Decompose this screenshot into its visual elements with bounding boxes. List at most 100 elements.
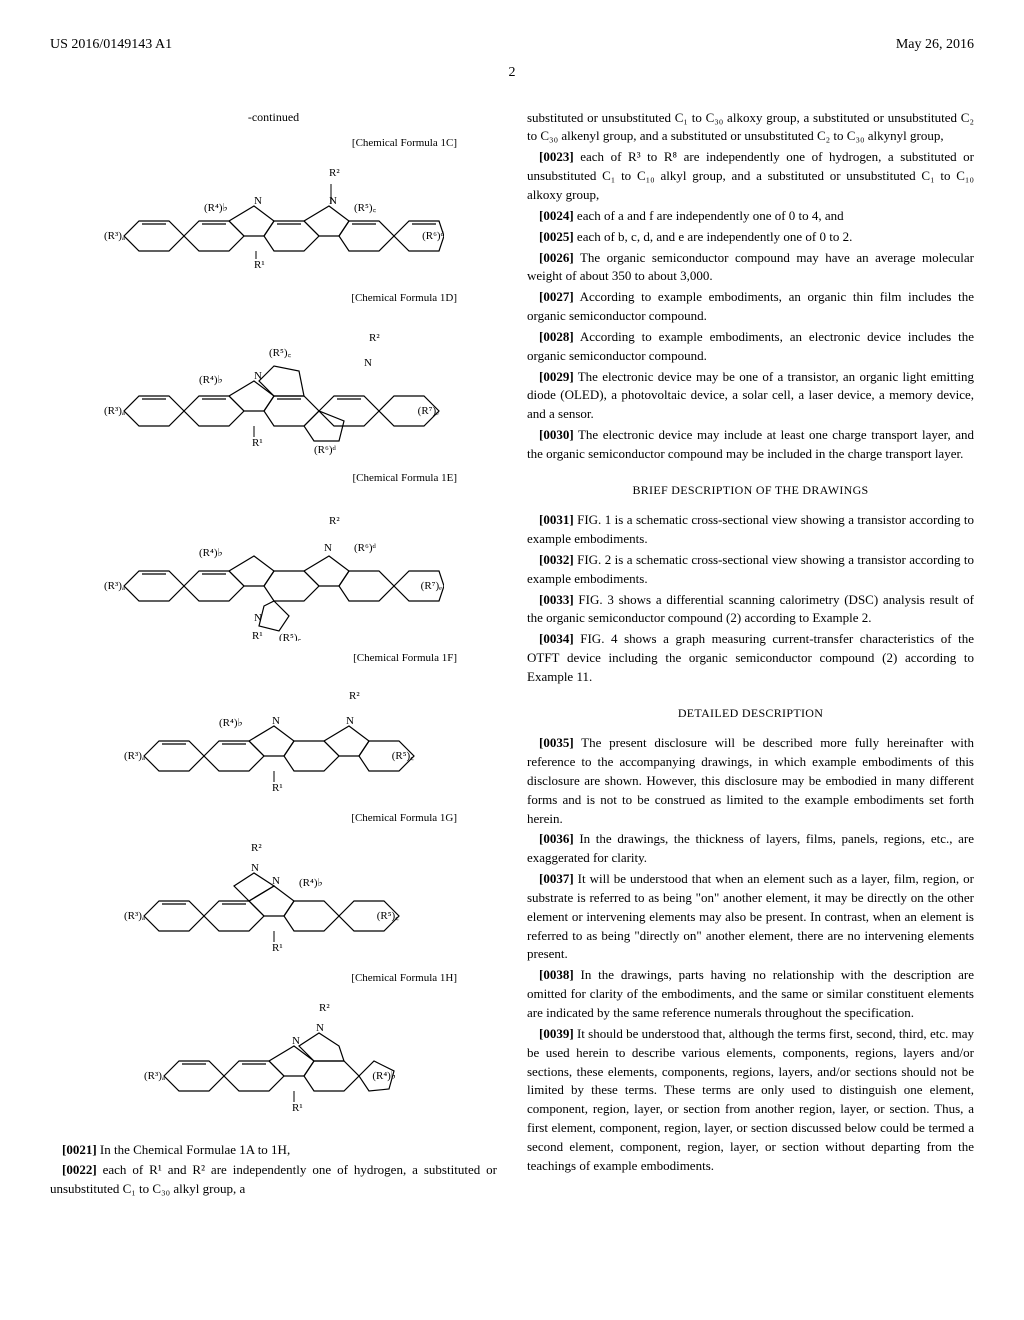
para-0033-text: FIG. 3 shows a differential scanning cal…	[527, 592, 974, 626]
svg-text:(R⁵)꜀: (R⁵)꜀	[279, 632, 301, 641]
para-0030-num: [0030]	[539, 427, 574, 442]
svg-text:(R⁵)꜀: (R⁵)꜀	[376, 910, 398, 922]
formula-1e-structure: N N R² R¹ (R³)ₐ (R⁴)♭ (R⁵)꜀ (R⁶)ᵈ (R⁷)ₑ	[104, 491, 444, 641]
para-0022: [0022] each of R¹ and R² are independent…	[50, 1161, 497, 1199]
para-0036-num: [0036]	[539, 831, 574, 846]
page-number: 2	[50, 63, 974, 83]
svg-text:(R⁷)ₑ: (R⁷)ₑ	[417, 405, 438, 417]
para-0031: [0031] FIG. 1 is a schematic cross-secti…	[527, 511, 974, 549]
svg-text:(R⁵)꜀: (R⁵)꜀	[391, 750, 413, 762]
svg-text:R²: R²	[349, 690, 360, 702]
page-header: US 2016/0149143 A1 May 26, 2016	[50, 35, 974, 55]
para-0021-num: [0021]	[62, 1142, 97, 1157]
continued-label: -continued	[248, 109, 299, 126]
para-0035-num: [0035]	[539, 735, 574, 750]
para-0035: [0035] The present disclosure will be de…	[527, 734, 974, 828]
formula-1d-label: [Chemical Formula 1D]	[50, 291, 497, 307]
para-0029-text: The electronic device may be one of a tr…	[527, 369, 974, 422]
para-0037-num: [0037]	[539, 871, 574, 886]
svg-text:N: N	[254, 370, 262, 382]
svg-text:(R³)ₐ: (R³)ₐ	[124, 910, 145, 922]
para-0036-text: In the drawings, the thickness of layers…	[527, 831, 974, 865]
svg-text:(R⁶)ᵈ: (R⁶)ᵈ	[422, 230, 444, 242]
svg-text:R²: R²	[329, 515, 340, 527]
svg-text:N: N	[272, 875, 280, 887]
left-column: -continued [Chemical Formula 1C] N N	[50, 109, 497, 1202]
para-0038-num: [0038]	[539, 967, 574, 982]
svg-text:(R⁴)♭: (R⁴)♭	[199, 547, 223, 559]
para-0028-num: [0028]	[539, 329, 574, 344]
para-0039-text: It should be understood that, although t…	[527, 1026, 974, 1173]
formula-1h-structure: NN R¹R² (R³)ₐ(R⁴)♭	[144, 991, 404, 1121]
svg-text:R¹: R¹	[252, 630, 263, 641]
svg-text:N: N	[346, 715, 354, 727]
svg-text:R¹: R¹	[272, 942, 283, 954]
para-0026-num: [0026]	[539, 250, 574, 265]
para-0031-text: FIG. 1 is a schematic cross-sectional vi…	[527, 512, 974, 546]
svg-text:(R⁴)♭: (R⁴)♭	[372, 1070, 396, 1082]
right-column: substituted or unsubstituted C₁ to C₃₀ a…	[527, 109, 974, 1202]
para-0029-num: [0029]	[539, 369, 574, 384]
svg-text:N: N	[316, 1022, 324, 1034]
svg-text:(R⁵)꜀: (R⁵)꜀	[269, 347, 291, 359]
svg-text:N: N	[272, 715, 280, 727]
para-0034-text: FIG. 4 shows a graph measuring current-t…	[527, 631, 974, 684]
svg-text:(R³)ₐ: (R³)ₐ	[104, 230, 125, 242]
svg-text:N: N	[292, 1035, 300, 1047]
section-drawings-title: BRIEF DESCRIPTION OF THE DRAWINGS	[527, 482, 974, 499]
svg-text:(R⁴)♭: (R⁴)♭	[204, 202, 228, 214]
para-0023-text: each of R³ to R⁸ are independently one o…	[527, 149, 974, 202]
formula-1c-label: [Chemical Formula 1C]	[50, 136, 497, 152]
svg-text:R¹: R¹	[272, 782, 283, 794]
formula-1d-structure: NN R¹R² (R³)ₐ(R⁴)♭ (R⁵)꜀(R⁶)ᵈ (R⁷)ₑ	[104, 311, 444, 461]
formula-1h-label: [Chemical Formula 1H]	[50, 971, 497, 987]
svg-text:(R³)ₐ: (R³)ₐ	[144, 1070, 165, 1082]
para-0021: [0021] In the Chemical Formulae 1A to 1H…	[50, 1141, 497, 1160]
para-0025-num: [0025]	[539, 229, 574, 244]
formula-1g-structure: NN R¹R² (R³)ₐ(R⁴)♭ (R⁵)꜀	[124, 831, 424, 961]
para-0026-text: The organic semiconductor compound may h…	[527, 250, 974, 284]
para-0038-text: In the drawings, parts having no relatio…	[527, 967, 974, 1020]
svg-text:R²: R²	[369, 332, 380, 344]
para-0033: [0033] FIG. 3 shows a differential scann…	[527, 591, 974, 629]
para-0036: [0036] In the drawings, the thickness of…	[527, 830, 974, 868]
para-0028: [0028] According to example embodiments,…	[527, 328, 974, 366]
para-0026: [0026] The organic semiconductor compoun…	[527, 249, 974, 287]
para-0037-text: It will be understood that when an eleme…	[527, 871, 974, 961]
para-0021-text: In the Chemical Formulae 1A to 1H,	[100, 1142, 290, 1157]
para-0031-num: [0031]	[539, 512, 574, 527]
svg-text:N: N	[254, 612, 262, 624]
svg-text:N: N	[329, 195, 337, 207]
svg-text:R¹: R¹	[252, 437, 263, 449]
para-intro: substituted or unsubstituted C₁ to C₃₀ a…	[527, 109, 974, 147]
svg-text:N: N	[254, 195, 262, 207]
formula-1e-label: [Chemical Formula 1E]	[50, 471, 497, 487]
svg-text:R²: R²	[329, 167, 340, 179]
svg-text:R²: R²	[251, 842, 262, 854]
para-0032-text: FIG. 2 is a schematic cross-sectional vi…	[527, 552, 974, 586]
para-0024-num: [0024]	[539, 208, 574, 223]
svg-text:(R⁵)꜀: (R⁵)꜀	[354, 202, 376, 214]
para-0022-num: [0022]	[62, 1162, 97, 1177]
svg-text:N: N	[364, 357, 372, 369]
para-0033-num: [0033]	[539, 592, 574, 607]
svg-text:(R³)ₐ: (R³)ₐ	[104, 580, 125, 592]
para-0029: [0029] The electronic device may be one …	[527, 368, 974, 425]
section-detailed-title: DETAILED DESCRIPTION	[527, 705, 974, 722]
svg-text:(R⁴)♭: (R⁴)♭	[219, 717, 243, 729]
para-0024-text: each of a and f are independently one of…	[577, 208, 844, 223]
doc-id: US 2016/0149143 A1	[50, 35, 172, 55]
para-0027-num: [0027]	[539, 289, 574, 304]
para-0030: [0030] The electronic device may include…	[527, 426, 974, 464]
svg-text:(R⁷)ₑ: (R⁷)ₑ	[420, 580, 441, 592]
para-0022-text: each of R¹ and R² are independently one …	[50, 1162, 497, 1196]
para-0025-text: each of b, c, d, and e are independently…	[577, 229, 852, 244]
para-0034-num: [0034]	[539, 631, 574, 646]
para-0027-text: According to example embodiments, an org…	[527, 289, 974, 323]
para-0037: [0037] It will be understood that when a…	[527, 870, 974, 964]
svg-text:(R⁶)ᵈ: (R⁶)ᵈ	[354, 542, 376, 554]
svg-text:R¹: R¹	[254, 259, 265, 271]
svg-text:N: N	[324, 542, 332, 554]
svg-text:R¹: R¹	[292, 1102, 303, 1114]
formula-1c-structure: N N R¹ R² (R³)ₐ (R⁴)♭ (R⁵)꜀ (R⁶)ᵈ	[104, 156, 444, 281]
